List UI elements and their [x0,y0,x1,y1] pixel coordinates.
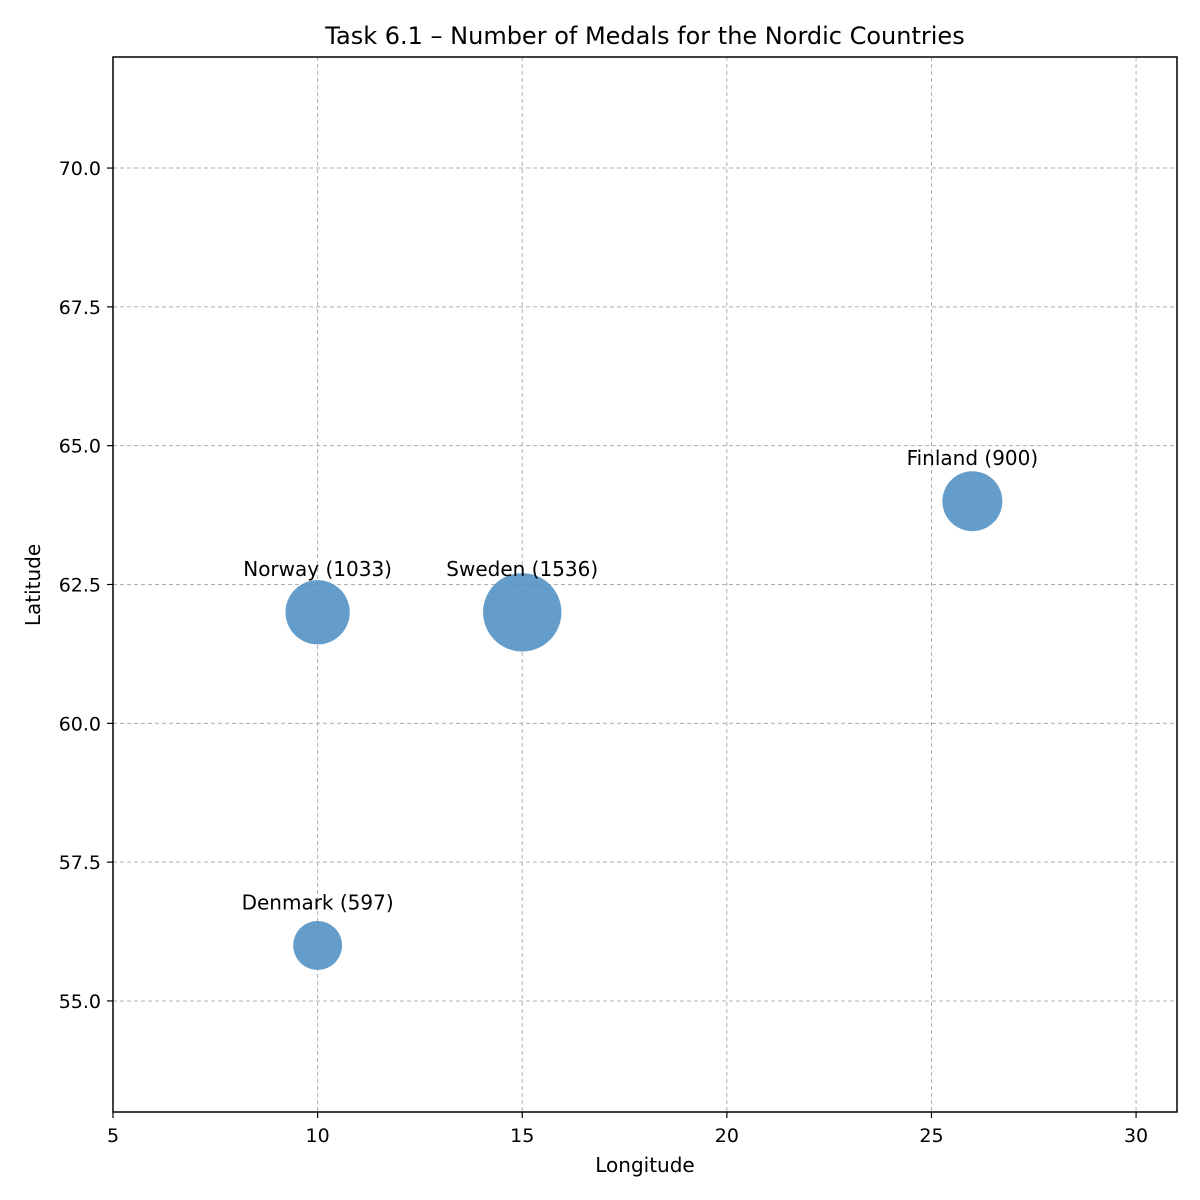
x-axis-title: Longitude [595,1153,694,1177]
x-tick-label: 30 [1124,1125,1148,1147]
chart-title: Task 6.1 – Number of Medals for the Nord… [324,22,964,50]
y-tick-label: 65.0 [59,436,101,458]
x-tick-label: 20 [715,1125,739,1147]
y-tick-label: 67.5 [59,297,101,319]
bubble-finland [942,471,1003,532]
points-layer: Norway (1033) Sweden (1536) Finland (900) D… [242,446,1039,970]
bubble-label-finland: Finland (900) [907,446,1039,470]
bubble-label-norway: Norway (1033) [243,557,392,581]
x-tick-label: 25 [919,1125,943,1147]
y-tick-label: 70.0 [59,158,101,180]
bubble-label-denmark: Denmark (597) [242,890,394,914]
y-tick-label: 62.5 [59,575,101,597]
bubble-label-sweden: Sweden (1536) [446,557,598,581]
x-tick-label: 15 [510,1125,534,1147]
ticks-layer: 5 10 15 20 25 30 55.0 57.5 60.0 62.5 65.0 67.5 70.0 [59,158,1148,1147]
bubble-denmark [293,920,343,970]
y-axis-title: Latitude [21,544,45,626]
x-tick-label: 10 [306,1125,330,1147]
y-tick-label: 60.0 [59,713,101,735]
y-tick-label: 55.0 [59,991,101,1013]
bubble-sweden [483,573,562,652]
bubble-norway [285,580,350,645]
grid-layer [113,57,1177,1112]
y-tick-label: 57.5 [59,852,101,874]
x-tick-label: 5 [107,1125,119,1147]
